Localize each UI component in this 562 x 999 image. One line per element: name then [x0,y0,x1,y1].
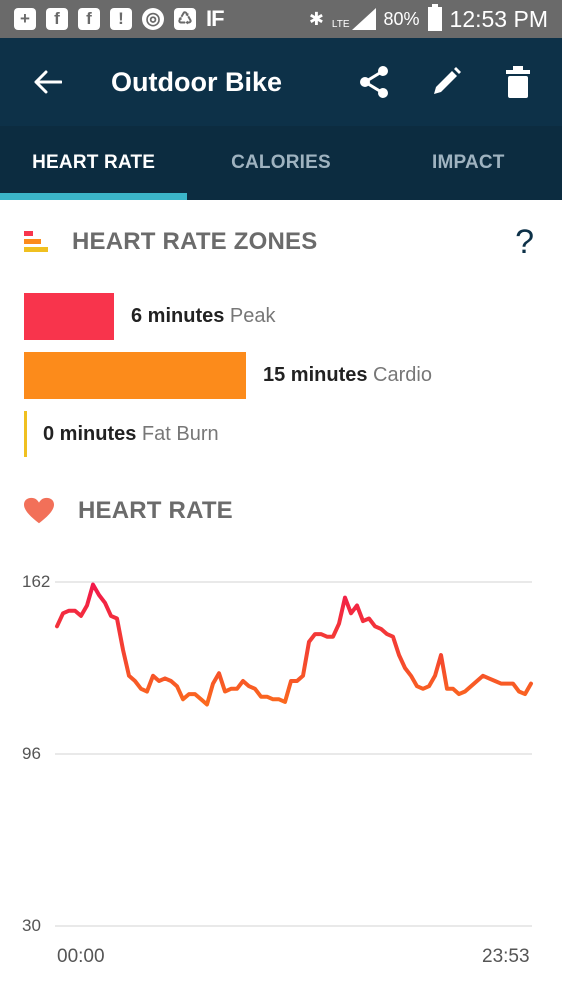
bluetooth-icon: ✱ [308,8,324,29]
battery-percent: 80% [383,8,420,29]
status-bar: + f f ! ◎ ♺ IF ✱ LTE 80% 12:53 PM [0,0,562,38]
heart-rate-chart: 162 96 30 00:00 23:53 [0,560,562,980]
heart-rate-header: HEART RATE [0,490,562,532]
heart-rate-series-line [55,582,533,707]
y-tick-label: 96 [22,744,41,763]
edit-icon[interactable] [424,60,468,104]
zone-row-cardio: 15 minutes Cardio [24,352,432,399]
tab-heart-rate[interactable]: HEART RATE [0,126,188,200]
heart-icon [24,497,54,524]
zones-header: HEART RATE ZONES ? [0,222,562,262]
battery-icon [427,4,442,31]
zone-value: 15 minutes [263,364,368,386]
zones-title: HEART RATE ZONES [72,228,318,255]
zone-row-fat-burn: 0 minutes Fat Burn [24,411,219,457]
x-tick-label: 23:53 [482,946,530,967]
network-type: LTE [331,19,350,30]
back-arrow-icon[interactable] [24,58,72,106]
lte-signal-icon: LTE [332,8,376,30]
y-tick-label: 30 [22,916,41,935]
ifttt-icon: IF [206,6,225,31]
zone-label: Peak [229,305,276,327]
heart-rate-title: HEART RATE [78,497,233,524]
chrome-icon: ◎ [142,8,164,30]
zones-bars-icon [24,231,50,253]
facebook-icon: f [46,8,68,30]
zone-value: 6 minutes [131,305,225,327]
clock: 12:53 PM [449,5,548,32]
recycle-icon: ♺ [174,8,196,30]
x-tick-label: 00:00 [57,946,105,967]
tab-impact[interactable]: IMPACT [432,152,505,173]
zone-bar-peak [24,293,114,340]
signal-bars-icon [351,8,376,30]
share-icon[interactable] [352,60,396,104]
tab-bar: HEART RATE CALORIES IMPACT [0,126,562,200]
delete-icon[interactable] [496,60,540,104]
app-bar: Outdoor Bike [0,38,562,126]
facebook-icon: f [78,8,100,30]
y-tick-label: 162 [22,572,51,591]
add-box-icon: + [14,8,36,30]
notification-icon: ! [110,8,132,30]
tab-calories[interactable]: CALORIES [231,152,331,173]
heart-rate-chart-svg [55,581,533,927]
zone-bar-cardio [24,352,246,399]
zone-value: 0 minutes [43,422,137,445]
zone-bar-fat-burn [24,411,27,457]
zone-label: Cardio [373,364,432,386]
zone-row-peak: 6 minutes Peak [24,293,276,340]
help-icon[interactable]: ? [515,222,534,261]
zone-label: Fat Burn [141,422,219,445]
page-title: Outdoor Bike [111,66,283,97]
